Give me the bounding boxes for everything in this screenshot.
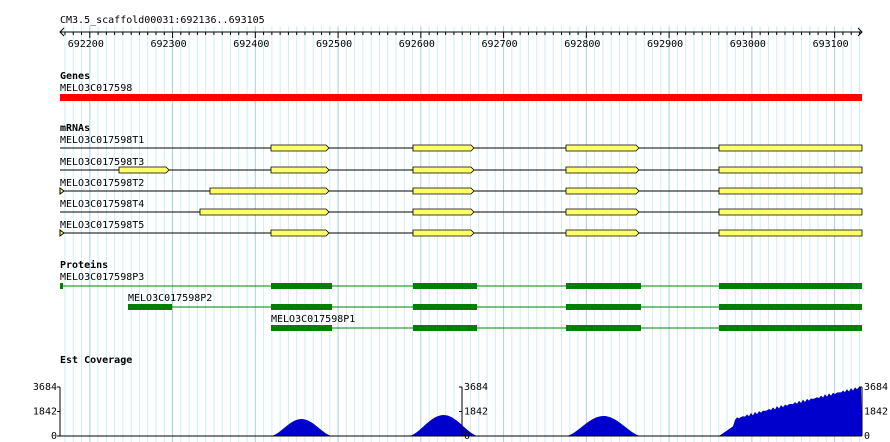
exon (718, 208, 863, 216)
feature-label: MELO3C017598T5 (60, 220, 144, 231)
ruler-label: 692500 (316, 39, 352, 50)
track-title: mRNAs (60, 123, 90, 134)
protein-block (566, 283, 641, 289)
protein-block (271, 283, 332, 289)
protein-block (60, 283, 63, 289)
exon (270, 229, 330, 237)
exon (209, 187, 330, 195)
coverage-axis-label: 1842 (33, 407, 57, 418)
gene-bar (60, 94, 862, 101)
protein-block (128, 304, 172, 310)
coverage-axis-label: 1842 (864, 407, 888, 418)
ruler-label: 692900 (647, 39, 683, 50)
exon (412, 208, 475, 216)
exon (565, 144, 640, 152)
protein-block (271, 325, 332, 331)
exon (565, 187, 640, 195)
feature-label: MELO3C017598P3 (60, 272, 144, 283)
ruler-label: 692400 (233, 39, 269, 50)
protein-block (413, 325, 477, 331)
protein-block (413, 283, 477, 289)
exon (565, 166, 640, 174)
region-title: CM3.5_scaffold00031:692136..693105 (60, 15, 265, 26)
track-title: Genes (60, 71, 90, 82)
exon (565, 208, 640, 216)
protein-block (271, 304, 332, 310)
track-title: Proteins (60, 259, 108, 271)
ruler-arrow (59, 27, 65, 37)
exon (718, 144, 863, 152)
exon (718, 229, 863, 237)
ruler-label: 692600 (399, 39, 435, 50)
exon (199, 208, 330, 216)
exon (718, 187, 863, 195)
coverage-axis-label: 3684 (864, 382, 888, 393)
coverage-area (719, 387, 862, 436)
ruler-label: 692700 (482, 39, 518, 50)
coverage-area (271, 419, 332, 436)
exon (412, 187, 475, 195)
coverage-axis-label: 1842 (464, 407, 488, 418)
coverage-area (566, 416, 641, 436)
exon (270, 166, 330, 174)
feature-label: MELO3C017598P2 (128, 293, 212, 304)
protein-block (566, 304, 641, 310)
utr-arrow (59, 229, 65, 237)
utr-arrow (59, 187, 65, 195)
protein-block (719, 325, 862, 331)
exon (565, 229, 640, 237)
track-title: Est Coverage (60, 355, 132, 366)
feature-label: MELO3C017598T1 (60, 135, 144, 146)
coverage-axis-label: 0 (51, 431, 57, 442)
protein-block (719, 304, 862, 310)
coverage-axis-label: 3684 (464, 382, 488, 393)
protein-block (413, 304, 477, 310)
exon (412, 144, 475, 152)
coverage-area (409, 415, 478, 436)
ruler-label: 693100 (813, 39, 849, 50)
protein-block (566, 325, 641, 331)
exon (270, 144, 330, 152)
feature-label: MELO3C017598T3 (60, 157, 144, 168)
ruler-label: 693000 (730, 39, 766, 50)
exon (412, 229, 475, 237)
feature-label: MELO3C017598T4 (60, 199, 144, 210)
feature-label: MELO3C017598P1 (271, 314, 355, 325)
exon (118, 166, 170, 174)
ruler-label: 692300 (150, 39, 186, 50)
exon (412, 166, 475, 174)
protein-block (719, 283, 862, 289)
feature-label: MELO3C017598T2 (60, 178, 144, 189)
feature-label: MELO3C017598 (60, 83, 132, 94)
exon (718, 166, 863, 174)
coverage-axis-label: 0 (864, 431, 870, 442)
coverage-axis-label: 3684 (33, 382, 57, 393)
ruler-label: 692800 (564, 39, 600, 50)
ruler-label: 692200 (68, 39, 104, 50)
